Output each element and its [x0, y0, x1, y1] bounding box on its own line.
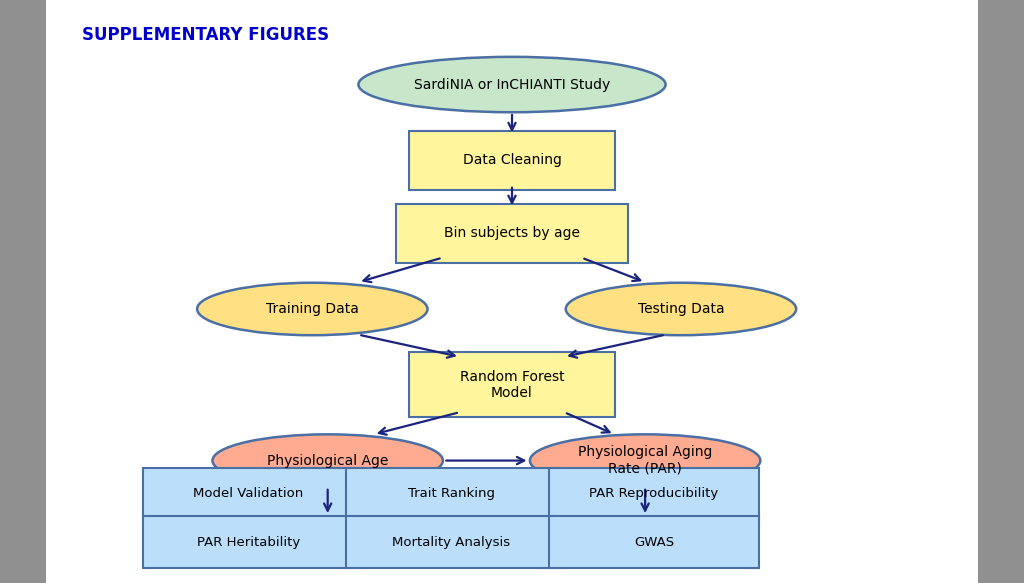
Text: Training Data: Training Data: [266, 302, 358, 316]
Text: Bin subjects by age: Bin subjects by age: [444, 226, 580, 240]
FancyBboxPatch shape: [346, 468, 556, 520]
FancyBboxPatch shape: [46, 0, 978, 583]
Ellipse shape: [530, 434, 760, 487]
FancyBboxPatch shape: [143, 516, 353, 568]
Text: Physiological Age: Physiological Age: [267, 454, 388, 468]
FancyBboxPatch shape: [409, 352, 614, 417]
Text: PAR Reproducibility: PAR Reproducibility: [589, 487, 719, 500]
Text: Random Forest
Model: Random Forest Model: [460, 370, 564, 400]
Text: GWAS: GWAS: [634, 536, 674, 549]
Text: SUPPLEMENTARY FIGURES: SUPPLEMENTARY FIGURES: [82, 26, 329, 44]
Text: Testing Data: Testing Data: [638, 302, 724, 316]
Text: Data Cleaning: Data Cleaning: [463, 153, 561, 167]
Text: Physiological Aging
Rate (PAR): Physiological Aging Rate (PAR): [578, 445, 713, 476]
FancyBboxPatch shape: [143, 468, 353, 520]
FancyBboxPatch shape: [396, 204, 628, 262]
Text: Mortality Analysis: Mortality Analysis: [392, 536, 510, 549]
FancyBboxPatch shape: [549, 516, 759, 568]
Ellipse shape: [358, 57, 666, 112]
Text: Trait Ranking: Trait Ranking: [408, 487, 495, 500]
FancyBboxPatch shape: [409, 131, 614, 190]
Text: Model Validation: Model Validation: [194, 487, 303, 500]
Ellipse shape: [213, 434, 442, 487]
Ellipse shape: [197, 283, 428, 335]
Text: PAR Heritability: PAR Heritability: [197, 536, 300, 549]
Ellipse shape: [565, 283, 797, 335]
FancyBboxPatch shape: [549, 468, 759, 520]
FancyBboxPatch shape: [346, 516, 556, 568]
Text: SardiNIA or InCHIANTI Study: SardiNIA or InCHIANTI Study: [414, 78, 610, 92]
